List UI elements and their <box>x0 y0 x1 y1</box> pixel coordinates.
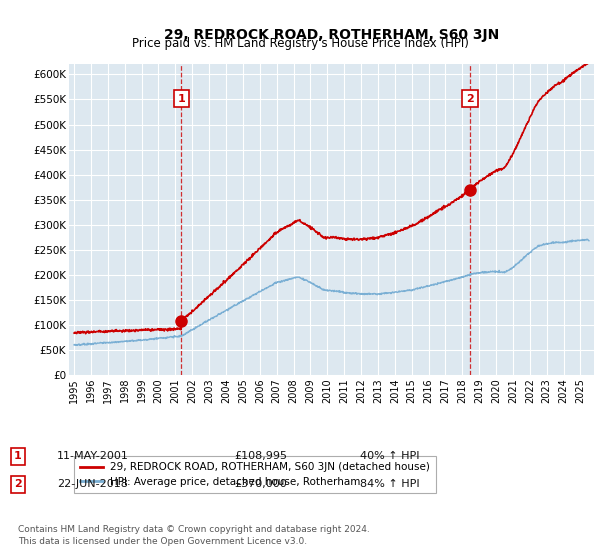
Text: 1: 1 <box>178 94 185 104</box>
Text: 11-MAY-2001: 11-MAY-2001 <box>57 451 129 461</box>
Text: 40% ↑ HPI: 40% ↑ HPI <box>360 451 419 461</box>
Text: Contains HM Land Registry data © Crown copyright and database right 2024.
This d: Contains HM Land Registry data © Crown c… <box>18 525 370 546</box>
Text: 2: 2 <box>466 94 474 104</box>
Text: 22-JUN-2018: 22-JUN-2018 <box>57 479 128 489</box>
Text: 1: 1 <box>14 451 22 461</box>
Text: £108,995: £108,995 <box>234 451 287 461</box>
Text: 84% ↑ HPI: 84% ↑ HPI <box>360 479 419 489</box>
Legend: 29, REDROCK ROAD, ROTHERHAM, S60 3JN (detached house), HPI: Average price, detac: 29, REDROCK ROAD, ROTHERHAM, S60 3JN (de… <box>74 456 436 493</box>
Title: 29, REDROCK ROAD, ROTHERHAM, S60 3JN: 29, REDROCK ROAD, ROTHERHAM, S60 3JN <box>164 29 499 43</box>
Text: Price paid vs. HM Land Registry's House Price Index (HPI): Price paid vs. HM Land Registry's House … <box>131 38 469 50</box>
Text: £370,000: £370,000 <box>234 479 287 489</box>
Text: 2: 2 <box>14 479 22 489</box>
